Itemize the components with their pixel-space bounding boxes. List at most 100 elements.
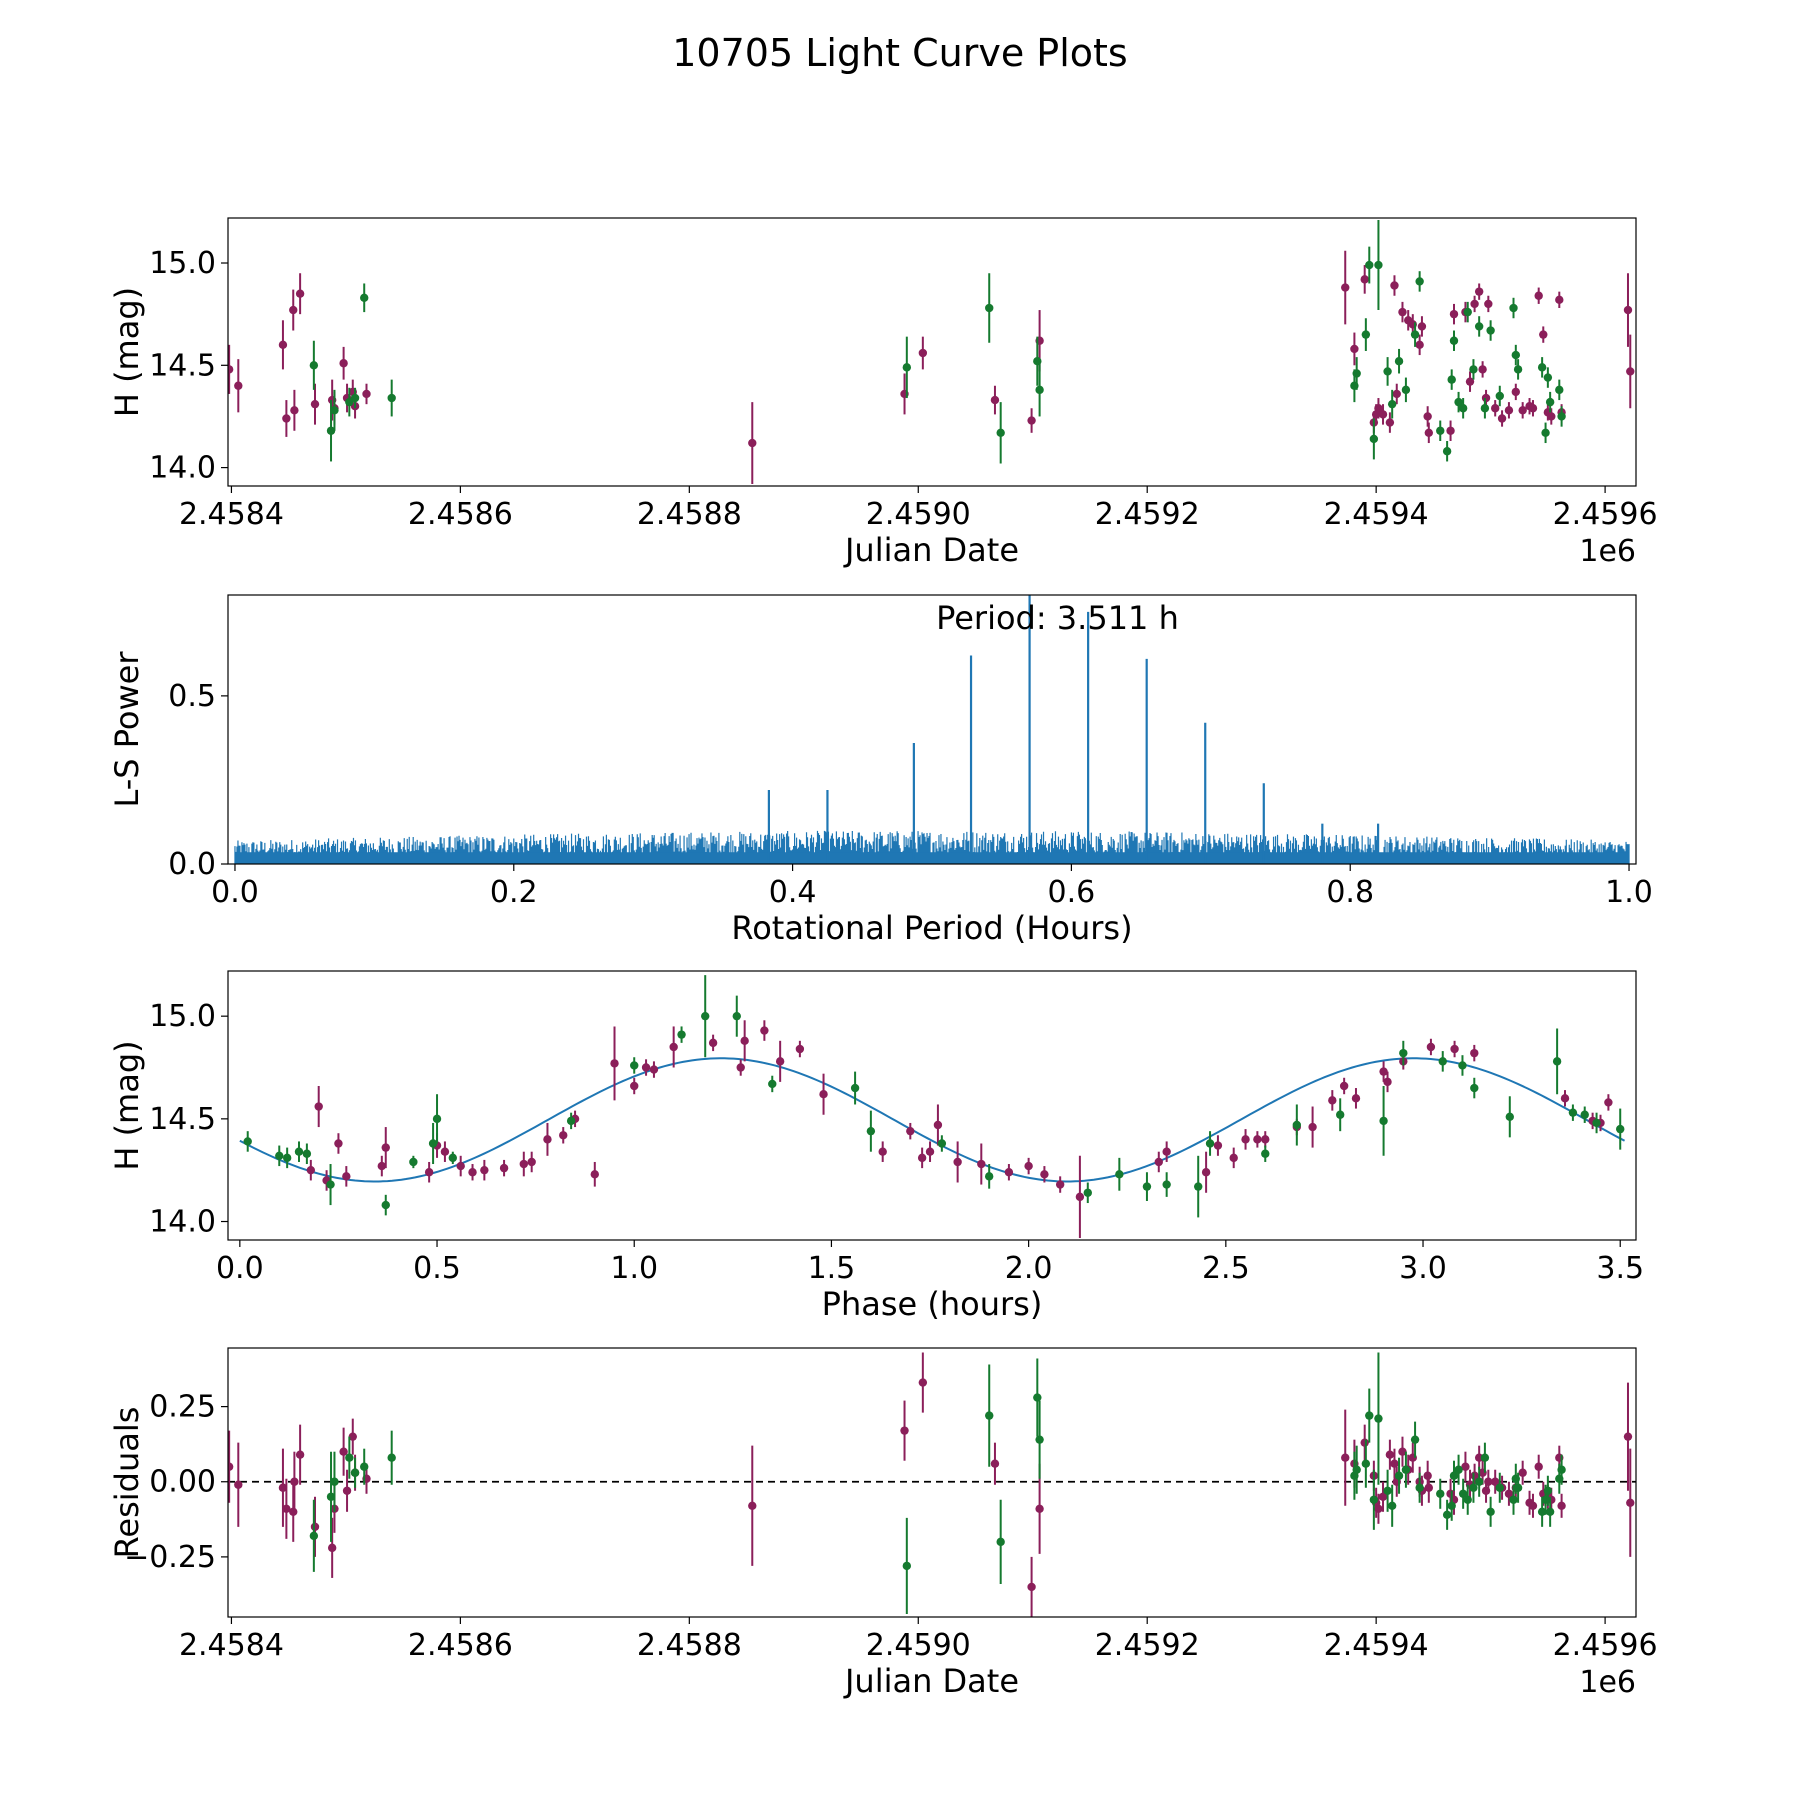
data-point	[1033, 1393, 1042, 1402]
x-offset-label: 1e6	[1579, 534, 1636, 569]
data-point	[480, 1165, 489, 1175]
data-point	[649, 1065, 659, 1074]
x-tick-label: 2.4586	[408, 497, 513, 532]
data-point	[342, 1486, 352, 1495]
data-point	[1568, 1108, 1578, 1117]
data-point	[1461, 1462, 1470, 1471]
plot-area	[228, 220, 1635, 484]
data-point	[448, 1153, 458, 1163]
data-point	[1484, 1477, 1493, 1486]
data-point	[334, 1139, 343, 1148]
x-tick-label: 2.4588	[637, 1628, 742, 1663]
data-point	[1383, 1077, 1392, 1087]
data-point	[1083, 1188, 1092, 1197]
data-point	[1415, 340, 1424, 350]
data-point	[234, 381, 243, 390]
data-point	[1484, 299, 1493, 309]
x-tick-label: 2.0	[1005, 1251, 1053, 1286]
x-tick-label: 2.4586	[408, 1628, 513, 1663]
x-axis-label: Rotational Period (Hours)	[731, 909, 1132, 947]
data-point	[1374, 1504, 1383, 1513]
data-point	[1528, 404, 1538, 413]
data-point	[1004, 1168, 1014, 1177]
data-point	[1560, 1094, 1570, 1103]
data-point	[1387, 399, 1397, 409]
data-point	[641, 1063, 651, 1072]
data-point	[234, 1480, 243, 1489]
data-point	[1417, 322, 1427, 331]
y-axis-label: H (mag)	[108, 1040, 146, 1170]
data-point	[996, 428, 1005, 438]
data-point	[1450, 1044, 1459, 1054]
data-point	[1474, 322, 1484, 331]
data-point	[1552, 1057, 1562, 1066]
data-point	[360, 1462, 369, 1471]
data-point	[290, 406, 299, 415]
data-point	[543, 1135, 552, 1144]
data-point	[1474, 1477, 1484, 1486]
data-point	[1423, 1471, 1432, 1480]
data-point	[295, 289, 305, 298]
data-point	[428, 1139, 438, 1148]
data-point	[1491, 1477, 1500, 1486]
data-point	[775, 1057, 785, 1066]
data-point	[243, 1137, 252, 1146]
data-point	[1511, 387, 1521, 397]
data-point	[228, 1462, 234, 1471]
data-point	[985, 303, 994, 313]
data-point	[1374, 1414, 1383, 1423]
period-annotation: Period: 3.511 h	[936, 599, 1179, 637]
plot-frame	[227, 594, 1637, 865]
data-point	[278, 340, 288, 350]
data-point	[1447, 375, 1456, 384]
data-point	[1458, 1061, 1467, 1070]
y-tick-label: 0.0	[168, 847, 216, 882]
data-point	[1292, 1120, 1302, 1130]
data-point	[1504, 406, 1514, 415]
y-tick-label: −0.25	[124, 1540, 216, 1575]
data-point	[1385, 1450, 1395, 1459]
data-point	[795, 1044, 805, 1054]
data-point	[290, 1477, 299, 1486]
data-point	[990, 395, 1000, 405]
data-point	[918, 1378, 928, 1387]
data-point	[590, 1170, 599, 1179]
data-point	[1361, 1459, 1371, 1468]
data-point	[1543, 1486, 1553, 1495]
data-point	[708, 1038, 718, 1048]
x-tick-label: 1.0	[1605, 875, 1653, 910]
data-point	[1449, 309, 1459, 319]
data-point	[1438, 1057, 1447, 1066]
data-point	[362, 389, 371, 399]
data-point	[1035, 1504, 1044, 1513]
data-point	[1401, 1465, 1411, 1474]
data-point	[1469, 365, 1478, 374]
data-point	[1504, 1489, 1514, 1498]
data-point	[953, 1157, 962, 1167]
data-point	[377, 1161, 387, 1171]
data-point	[387, 393, 396, 403]
data-point	[310, 1522, 320, 1532]
data-point	[1626, 367, 1635, 376]
data-point	[326, 426, 336, 435]
data-point	[1261, 1135, 1270, 1144]
x-tick-label: 2.4594	[1324, 497, 1429, 532]
data-point	[350, 393, 360, 403]
data-point	[1205, 1139, 1215, 1148]
data-point	[740, 1036, 749, 1046]
data-point	[1555, 385, 1564, 395]
data-point	[1463, 307, 1472, 317]
data-point	[1410, 330, 1420, 339]
data-point	[1446, 426, 1455, 435]
data-point	[1040, 1170, 1049, 1179]
data-point	[1055, 1180, 1065, 1189]
x-tick-label: 2.4590	[866, 1628, 971, 1663]
x-tick-label: 0.5	[413, 1251, 461, 1286]
data-point	[1555, 295, 1564, 305]
data-point	[906, 1126, 915, 1136]
data-point	[282, 414, 291, 423]
x-offset-label: 1e6	[1579, 1665, 1636, 1700]
chart-periodogram: Period: 3.511 h 0.0 0.2 0.4 0.6 0.8 1.0 0.0 0.5 R…	[108, 594, 1653, 947]
data-point	[902, 1561, 912, 1571]
